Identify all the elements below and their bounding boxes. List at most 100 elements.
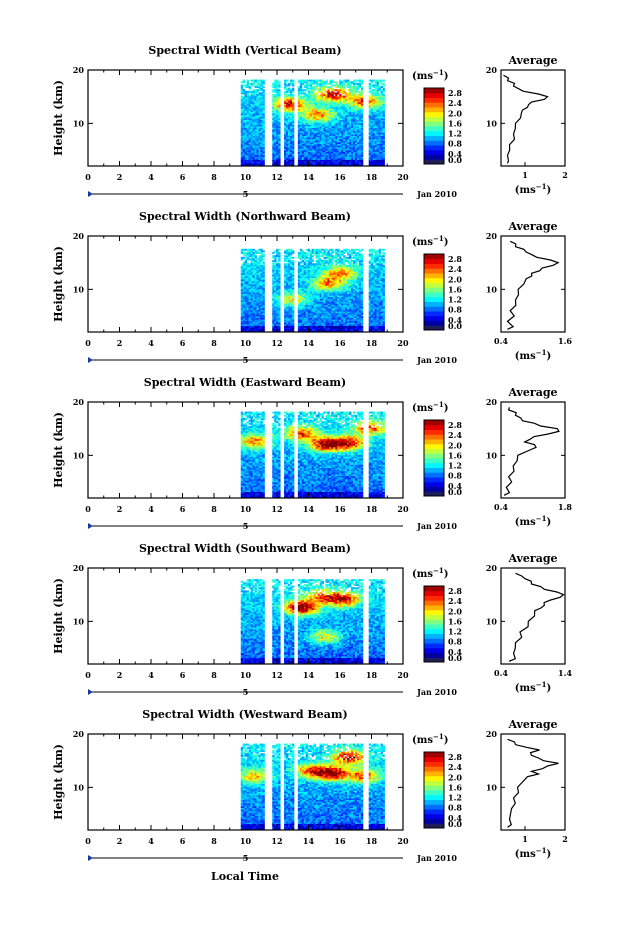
heatmap-cell	[307, 159, 311, 162]
heatmap-cell	[317, 150, 320, 152]
heatmap-cell	[309, 150, 313, 152]
heatmap-cell	[343, 92, 346, 95]
heatmap-cell	[286, 134, 289, 136]
heatmap-cell	[329, 102, 332, 104]
heatmap-cell	[274, 121, 277, 124]
heatmap-cell	[331, 98, 334, 101]
heatmap-cell	[274, 146, 277, 149]
heatmap-cell	[299, 98, 303, 101]
heatmap-cell	[307, 102, 311, 104]
heatmap-cell	[341, 97, 344, 100]
profile-line	[503, 74, 549, 164]
heatmap-cell	[256, 105, 259, 108]
heatmap-cell	[341, 150, 344, 152]
heatmap-cell	[240, 130, 244, 133]
heatmap-cell	[276, 116, 279, 119]
heatmap-cell	[309, 86, 313, 88]
heatmap-cell	[313, 113, 316, 116]
heatmap-cell	[341, 108, 344, 111]
heatmap-cell	[337, 130, 340, 133]
heatmap-cell	[297, 153, 301, 156]
heatmap-cell	[347, 127, 350, 130]
heatmap-cell	[349, 162, 352, 165]
heatmap-cell	[345, 100, 348, 103]
heatmap-cell	[352, 86, 356, 88]
heatmap-cell	[278, 162, 281, 165]
heatmap-cell	[250, 162, 253, 165]
heatmap-cell	[262, 102, 265, 104]
heatmap-cell	[260, 154, 263, 157]
heatmap-cell	[309, 140, 313, 143]
heatmap-cell	[262, 89, 265, 92]
heatmap-cell	[315, 137, 318, 140]
heatmap-cell	[307, 90, 311, 93]
heatmap-cell	[341, 124, 344, 127]
heatmap-cell	[351, 132, 354, 135]
heatmap-cell	[284, 79, 287, 82]
heatmap-cell	[321, 98, 324, 101]
colorbar-tick-label: 0.4	[448, 149, 462, 159]
heatmap-cell	[329, 143, 332, 146]
heatmap-cell	[343, 116, 346, 119]
heatmap-cell	[343, 142, 346, 144]
heatmap-cell	[321, 102, 324, 104]
heatmap-cell	[335, 119, 338, 122]
heatmap-cell	[256, 81, 259, 84]
heatmap-cell	[319, 126, 322, 128]
heatmap-cell	[272, 132, 275, 135]
heatmap-cell	[347, 81, 350, 84]
heatmap-cell	[244, 84, 248, 87]
heatmap-cell	[339, 116, 342, 119]
heatmap-cell	[240, 150, 244, 152]
heatmap-cell	[246, 100, 250, 103]
heatmap-cell	[309, 97, 313, 100]
heatmap-cell	[317, 140, 320, 143]
heatmap-cell	[321, 137, 324, 140]
heatmap-cell	[301, 106, 305, 109]
heatmap-cell	[299, 90, 303, 93]
heatmap-cell	[244, 153, 248, 156]
heatmap-cell	[252, 143, 255, 146]
heatmap-cell	[284, 82, 287, 85]
heatmap-cell	[299, 84, 303, 87]
heatmap-cell	[349, 82, 352, 85]
heatmap-cell	[286, 108, 289, 111]
heatmap-cell	[297, 148, 301, 151]
heatmap-cell	[341, 103, 344, 106]
heatmap-cell	[349, 90, 352, 93]
heatmap-cell	[339, 108, 342, 111]
heatmap-cell	[333, 138, 336, 141]
heatmap-cell	[291, 122, 295, 125]
heatmap-cell	[250, 106, 253, 109]
heatmap-cell	[286, 119, 289, 122]
heatmap-cell	[341, 81, 344, 84]
heatmap-cell	[246, 127, 250, 130]
heatmap-cell	[341, 122, 344, 125]
heatmap-cell	[258, 103, 261, 106]
heatmap-cell	[337, 97, 340, 100]
heatmap-cell	[284, 135, 287, 138]
heatmap-cell	[329, 130, 332, 133]
heatmap-cell	[352, 140, 356, 143]
heatmap-cell	[349, 129, 352, 132]
heatmap-cell	[244, 151, 248, 154]
heatmap-cell	[252, 150, 255, 152]
heatmap-cell	[319, 142, 322, 144]
heatmap-cell	[347, 121, 350, 124]
heatmap-cell	[331, 161, 334, 164]
heatmap-cell	[289, 158, 293, 160]
heatmap-cell	[349, 135, 352, 138]
heatmap-cell	[272, 127, 275, 130]
heatmap-cell	[305, 97, 309, 100]
heatmap-cell	[331, 100, 334, 103]
heatmap-cell	[333, 164, 336, 167]
heatmap-cell	[252, 89, 255, 92]
heatmap-cell	[354, 158, 358, 160]
heatmap-cell	[337, 164, 340, 167]
heatmap-cell	[325, 94, 328, 96]
heatmap-cell	[345, 127, 348, 130]
heatmap-cell	[250, 97, 253, 100]
heatmap-cell	[319, 116, 322, 119]
heatmap-cell	[291, 89, 295, 92]
heatmap-cell	[256, 132, 259, 135]
